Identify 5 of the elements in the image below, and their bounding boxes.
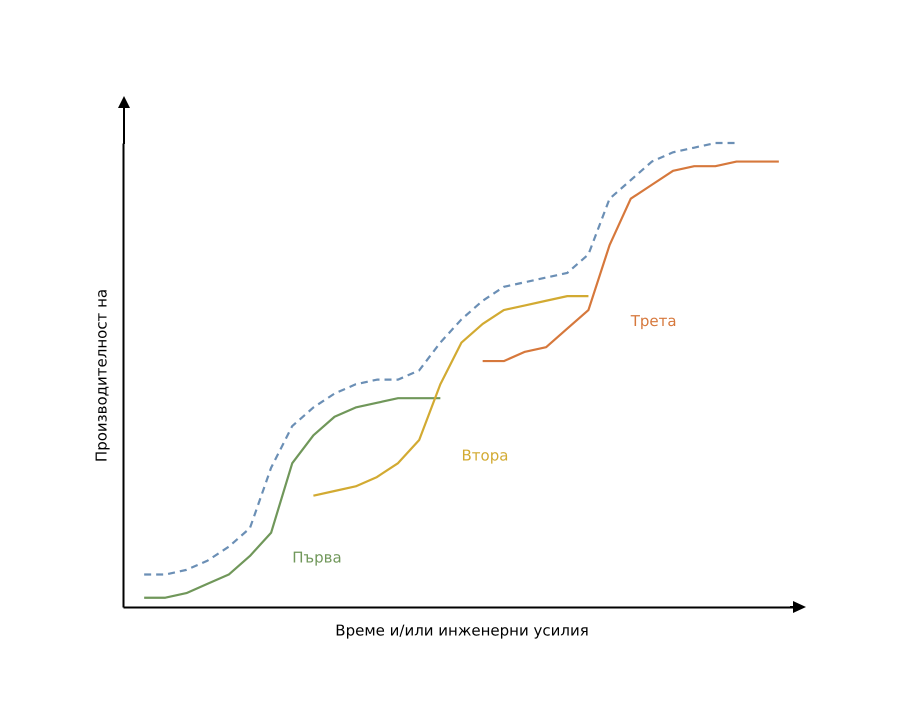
text: Трета — [630, 312, 677, 330]
y-axis-title: Производителност на — [92, 288, 110, 462]
text: Втора — [462, 446, 508, 465]
x-axis-title: Време и/или инженерни усилия — [335, 622, 589, 640]
series-label: Първа — [292, 548, 342, 567]
